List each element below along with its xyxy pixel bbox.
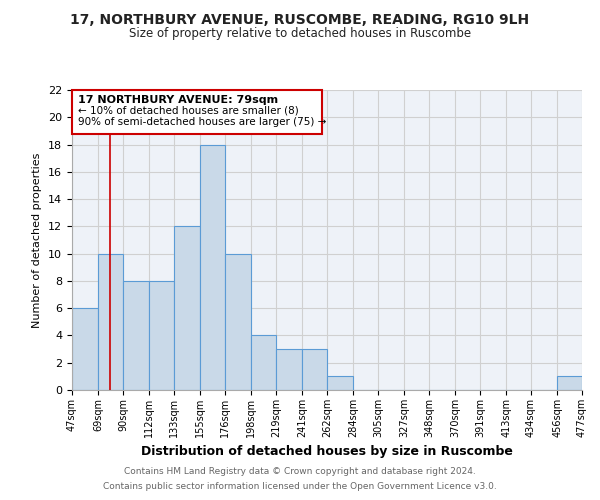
Bar bbox=[251, 336, 276, 390]
Y-axis label: Number of detached properties: Number of detached properties bbox=[32, 152, 43, 328]
Bar bbox=[123, 281, 149, 390]
Bar bbox=[149, 281, 174, 390]
Bar bbox=[72, 308, 98, 390]
Bar bbox=[327, 376, 353, 390]
Text: Contains HM Land Registry data © Crown copyright and database right 2024.: Contains HM Land Registry data © Crown c… bbox=[124, 467, 476, 476]
Bar bbox=[174, 226, 200, 390]
Bar bbox=[302, 349, 327, 390]
X-axis label: Distribution of detached houses by size in Ruscombe: Distribution of detached houses by size … bbox=[141, 446, 513, 458]
Text: 90% of semi-detached houses are larger (75) →: 90% of semi-detached houses are larger (… bbox=[78, 116, 326, 126]
Bar bbox=[225, 254, 251, 390]
Text: Size of property relative to detached houses in Ruscombe: Size of property relative to detached ho… bbox=[129, 28, 471, 40]
Bar bbox=[557, 376, 582, 390]
Text: Contains public sector information licensed under the Open Government Licence v3: Contains public sector information licen… bbox=[103, 482, 497, 491]
Text: 17, NORTHBURY AVENUE, RUSCOMBE, READING, RG10 9LH: 17, NORTHBURY AVENUE, RUSCOMBE, READING,… bbox=[70, 12, 530, 26]
Bar bbox=[98, 254, 123, 390]
Text: ← 10% of detached houses are smaller (8): ← 10% of detached houses are smaller (8) bbox=[78, 106, 299, 116]
Bar bbox=[200, 144, 225, 390]
FancyBboxPatch shape bbox=[72, 90, 322, 134]
Text: 17 NORTHBURY AVENUE: 79sqm: 17 NORTHBURY AVENUE: 79sqm bbox=[78, 95, 278, 105]
Bar bbox=[276, 349, 302, 390]
